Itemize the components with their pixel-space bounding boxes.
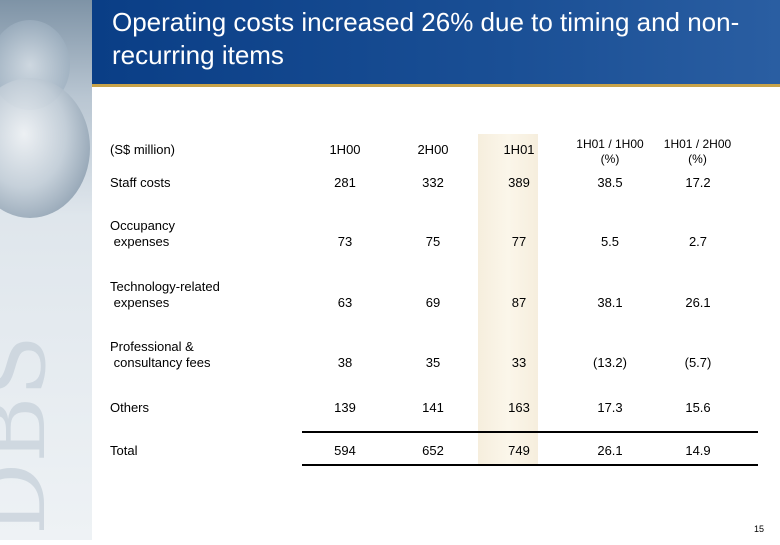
table-cell: 139 bbox=[334, 400, 356, 415]
table-cell: 2.7 bbox=[688, 234, 708, 249]
total-top-rule bbox=[302, 431, 758, 433]
table-cell: 281 bbox=[334, 175, 356, 190]
column-header-1h01-vs-2h00: 1H01 / 2H00 (%) bbox=[663, 137, 732, 166]
table-cell: 75 bbox=[425, 234, 441, 249]
table-cell: 73 bbox=[337, 234, 353, 249]
table-cell: 749 bbox=[508, 443, 530, 458]
table-cell: 26.1 bbox=[685, 295, 711, 310]
row-label: Total bbox=[110, 443, 138, 458]
table-cell: 38 bbox=[337, 355, 353, 370]
table-cell: 77 bbox=[511, 234, 527, 249]
row-label: Occupancy expenses bbox=[110, 218, 176, 249]
coin-image bbox=[0, 78, 90, 218]
table-cell: 17.2 bbox=[685, 175, 711, 190]
table-cell: 63 bbox=[337, 295, 353, 310]
row-label: Technology-related expenses bbox=[110, 279, 220, 310]
row-label: Others bbox=[110, 400, 150, 415]
page-number: 15 bbox=[753, 524, 764, 534]
page-title: Operating costs increased 26% due to tim… bbox=[112, 7, 740, 70]
table-cell: 69 bbox=[425, 295, 441, 310]
table-cell: 14.9 bbox=[685, 443, 711, 458]
unit-label: (S$ million) bbox=[110, 142, 176, 157]
table-cell: (5.7) bbox=[684, 355, 712, 370]
table-cell: 87 bbox=[511, 295, 527, 310]
table-cell: 594 bbox=[334, 443, 356, 458]
table-cell: 163 bbox=[508, 400, 530, 415]
column-header-2h00: 2H00 bbox=[417, 142, 449, 157]
dbs-watermark-logo: DBS bbox=[0, 330, 94, 540]
table-cell: 17.3 bbox=[597, 400, 623, 415]
table-cell: 33 bbox=[511, 355, 527, 370]
table-cell: 141 bbox=[422, 400, 444, 415]
table-cell: 5.5 bbox=[600, 234, 620, 249]
watermark-text: DBS bbox=[0, 335, 66, 535]
row-label: Professional & consultancy fees bbox=[110, 339, 211, 370]
table-cell: 38.1 bbox=[597, 295, 623, 310]
table-cell: 35 bbox=[425, 355, 441, 370]
table-cell: 15.6 bbox=[685, 400, 711, 415]
table-cell: 38.5 bbox=[597, 175, 623, 190]
total-bottom-rule bbox=[302, 464, 758, 466]
table-cell: 652 bbox=[422, 443, 444, 458]
column-header-1h00: 1H00 bbox=[329, 142, 361, 157]
side-decoration-strip: DBS bbox=[0, 0, 92, 540]
column-header-1h01: 1H01 bbox=[503, 142, 535, 157]
table-cell: 26.1 bbox=[597, 443, 623, 458]
title-bar: Operating costs increased 26% due to tim… bbox=[92, 0, 780, 84]
table-cell: (13.2) bbox=[593, 355, 627, 370]
title-underline bbox=[92, 84, 780, 87]
highlighted-column-band bbox=[478, 134, 538, 466]
row-label: Staff costs bbox=[110, 175, 171, 190]
column-header-1h01-vs-1h00: 1H01 / 1H00 (%) bbox=[576, 137, 644, 166]
table-cell: 332 bbox=[422, 175, 444, 190]
table-cell: 389 bbox=[508, 175, 530, 190]
